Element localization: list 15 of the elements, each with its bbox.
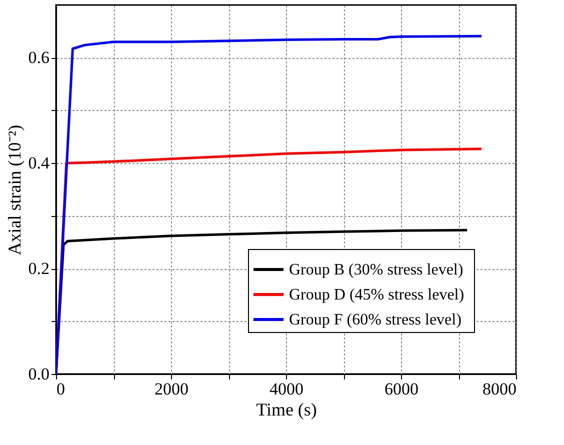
y-tick-label: 0.2 [28, 259, 50, 278]
y-tick-label: 0.6 [28, 48, 50, 68]
legend-label: Group F (60% stress level) [289, 312, 462, 328]
line-series [56, 34, 483, 374]
x-tick-label: 6000 [384, 380, 418, 398]
legend-label: Group B (30% stress level) [289, 262, 464, 278]
legend-label: Group D (45% stress level) [289, 286, 464, 304]
x-tick-label: 4000 [270, 380, 304, 398]
x-tick-label: 8000 [482, 380, 516, 398]
x-tick-label: 0 [56, 380, 65, 398]
y-tick-label: 0.4 [28, 154, 50, 173]
text: 0.0 [28, 364, 50, 384]
y-axis-title: Axial strain (10⁻²) [4, 124, 24, 256]
x-axis-title: Time (s) [256, 400, 317, 420]
x-tick-label: 2000 [154, 380, 188, 398]
